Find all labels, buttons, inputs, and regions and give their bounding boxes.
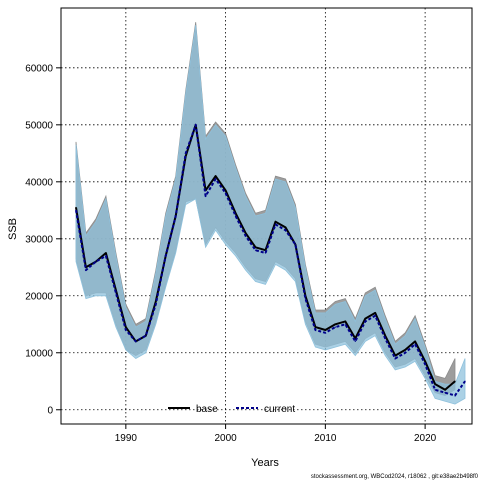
data-point-base bbox=[284, 226, 287, 228]
data-point-base bbox=[444, 389, 446, 391]
x-tick-label: 2000 bbox=[214, 433, 237, 444]
data-point-current bbox=[145, 335, 147, 337]
data-point-current bbox=[284, 229, 287, 231]
y-tick-label: 40000 bbox=[25, 177, 53, 188]
plot-frame bbox=[60, 7, 473, 425]
data-point-base bbox=[434, 383, 436, 385]
series-line-current bbox=[75, 123, 466, 397]
data-point-base bbox=[334, 323, 336, 325]
confidence-bands bbox=[75, 22, 466, 405]
data-point-current bbox=[434, 389, 436, 391]
legend-label-base: base bbox=[196, 404, 218, 415]
x-tick-label: 2010 bbox=[314, 433, 337, 444]
data-point-base bbox=[424, 360, 426, 362]
data-point-current bbox=[454, 394, 456, 397]
data-point-current bbox=[115, 292, 117, 294]
data-point-current bbox=[205, 195, 207, 197]
data-point-current bbox=[414, 343, 416, 345]
data-point-current bbox=[314, 329, 316, 331]
legend-label-current: current bbox=[264, 404, 295, 415]
data-point-current bbox=[125, 329, 127, 331]
data-point-current bbox=[374, 315, 376, 317]
data-point-current bbox=[135, 340, 137, 342]
data-point-current bbox=[404, 352, 406, 354]
data-point-current bbox=[215, 178, 217, 180]
data-point-base bbox=[274, 221, 277, 223]
data-point-current bbox=[384, 337, 386, 340]
data-point-current bbox=[224, 192, 227, 194]
data-point-current bbox=[274, 223, 277, 226]
data-point-base bbox=[414, 340, 416, 342]
data-point-current bbox=[105, 255, 107, 257]
data-point-current bbox=[354, 340, 356, 342]
data-point-current bbox=[334, 326, 336, 328]
data-point-current bbox=[155, 303, 157, 305]
axis-ticks: 1990 2000 2010 2020 0 10000 20000 30000 40000 500… bbox=[25, 63, 436, 444]
x-tick-label: 1990 bbox=[115, 433, 138, 444]
y-axis-title: SSB bbox=[7, 218, 19, 240]
data-point-current bbox=[424, 363, 426, 365]
y-tick-label: 0 bbox=[47, 405, 53, 416]
data-point-current bbox=[85, 269, 87, 271]
data-point-base bbox=[125, 326, 127, 328]
data-point-base bbox=[224, 189, 227, 191]
data-point-current bbox=[185, 152, 187, 154]
footer-credit: stockassessment.org, WBCod2024, r18062 ,… bbox=[311, 474, 479, 480]
data-point-current bbox=[234, 215, 237, 217]
y-tick-label: 30000 bbox=[25, 234, 53, 245]
data-point-current bbox=[444, 392, 446, 394]
data-point-current bbox=[244, 235, 247, 237]
data-point-current bbox=[304, 298, 307, 300]
data-point-base bbox=[364, 317, 366, 320]
data-point-current bbox=[254, 249, 257, 251]
data-point-current bbox=[175, 215, 177, 217]
data-point-current bbox=[264, 252, 267, 254]
y-tick-label: 50000 bbox=[25, 120, 53, 131]
confidence-band-current bbox=[75, 25, 466, 405]
data-point-base bbox=[454, 380, 456, 382]
data-point-base bbox=[344, 320, 346, 323]
data-point-current bbox=[195, 124, 197, 126]
data-point-base bbox=[244, 232, 247, 234]
data-point-current bbox=[394, 357, 396, 360]
data-point-current bbox=[95, 260, 97, 263]
data-point-current bbox=[364, 320, 366, 323]
x-tick-label: 2020 bbox=[414, 433, 437, 444]
y-tick-label: 20000 bbox=[25, 291, 53, 302]
data-point-current bbox=[344, 323, 346, 325]
data-point-base bbox=[374, 312, 376, 314]
series-lines bbox=[75, 123, 466, 397]
y-tick-label: 60000 bbox=[25, 63, 53, 74]
x-axis-title: Years bbox=[251, 457, 279, 469]
data-point-base bbox=[215, 175, 217, 177]
data-point-base bbox=[404, 349, 406, 351]
data-point-current bbox=[75, 209, 77, 211]
data-point-current bbox=[324, 332, 326, 334]
data-point-current bbox=[294, 243, 297, 246]
data-point-base bbox=[105, 252, 107, 254]
data-point-base bbox=[324, 329, 326, 331]
legend: base current bbox=[168, 404, 295, 415]
data-point-base bbox=[314, 326, 316, 328]
y-tick-label: 10000 bbox=[25, 348, 53, 359]
data-point-base bbox=[155, 300, 157, 303]
data-point-base bbox=[254, 246, 257, 248]
data-point-current bbox=[165, 255, 167, 257]
data-point-base bbox=[75, 206, 77, 209]
data-point-current bbox=[464, 380, 466, 382]
